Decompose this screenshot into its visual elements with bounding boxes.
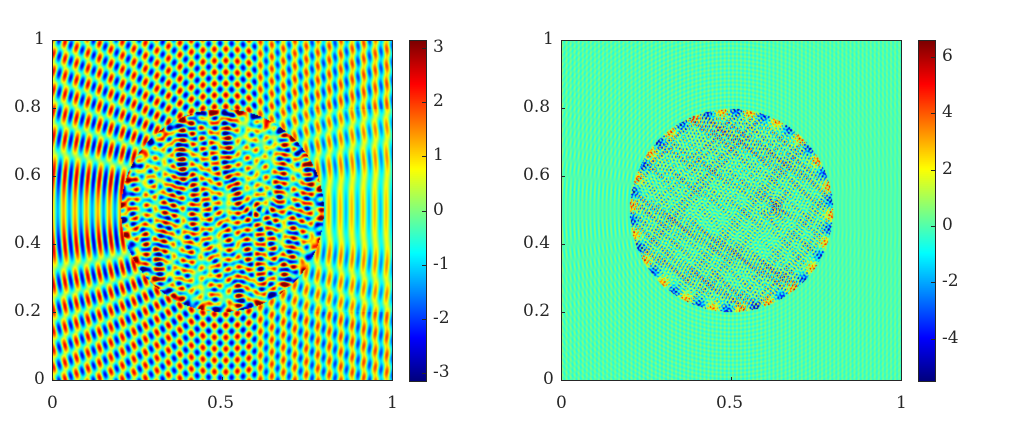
y-tick-mark: [561, 40, 565, 41]
colorbar-tick-mark: [422, 319, 426, 321]
x-tick-mark: [901, 377, 902, 381]
x-tick-mark: [731, 377, 732, 381]
colorbar-tick-label: 2: [942, 158, 953, 179]
x-tick-label: 0.5: [716, 393, 744, 413]
y-tick-mark: [561, 312, 565, 313]
y-tick-mark: [52, 108, 56, 109]
y-tick-label: 0.8: [523, 97, 551, 117]
colorbar-gradient: [919, 41, 935, 381]
x-tick-label: 0: [47, 393, 58, 413]
x-tick-mark: [52, 377, 53, 381]
y-tick-label: 0.2: [523, 301, 551, 321]
x-tick-label: 0.5: [207, 393, 235, 413]
colorbar-tick-label: -2: [942, 271, 959, 292]
heatmap-image: [562, 41, 901, 380]
y-tick-mark: [52, 40, 56, 41]
y-tick-mark: [561, 244, 565, 245]
colorbar-tick-mark: [931, 113, 935, 115]
colorbar-tick-mark: [422, 264, 426, 266]
colorbar-tick-mark: [931, 169, 935, 171]
colorbar-tick-label: 6: [942, 45, 953, 66]
y-tick-label: 0: [34, 369, 45, 389]
colorbar: [409, 40, 427, 382]
y-tick-mark: [52, 312, 56, 313]
colorbar-tick-mark: [422, 210, 426, 212]
y-tick-mark: [561, 176, 565, 177]
x-tick-label: 1: [896, 393, 907, 413]
y-tick-mark: [561, 108, 565, 109]
y-tick-label: 0.4: [14, 233, 42, 253]
y-tick-label: 0.8: [14, 97, 42, 117]
colorbar-gradient: [410, 41, 426, 381]
colorbar-tick-mark: [931, 56, 935, 58]
colorbar-tick-mark: [422, 156, 426, 158]
colorbar-tick-mark: [422, 101, 426, 103]
heatmap-axes: [561, 40, 902, 381]
colorbar-tick-label: 3: [433, 36, 444, 57]
x-tick-mark: [392, 377, 393, 381]
y-tick-label: 0.2: [14, 301, 42, 321]
colorbar-tick-label: -3: [433, 362, 450, 383]
colorbar-tick-label: 0: [433, 199, 444, 220]
y-tick-mark: [52, 380, 56, 381]
y-tick-label: 0.4: [523, 233, 551, 253]
colorbar-tick-label: -1: [433, 253, 450, 274]
heatmap-axes: [52, 40, 393, 381]
colorbar-tick-label: 2: [433, 90, 444, 111]
y-tick-mark: [52, 244, 56, 245]
colorbar-tick-label: -4: [942, 327, 959, 348]
y-tick-label: 1: [543, 29, 554, 49]
colorbar-tick-label: 1: [433, 145, 444, 166]
colorbar: [918, 40, 936, 382]
colorbar-tick-mark: [422, 47, 426, 49]
x-tick-label: 1: [387, 393, 398, 413]
y-tick-label: 0: [543, 369, 554, 389]
colorbar-tick-mark: [931, 226, 935, 227]
x-tick-mark: [561, 377, 562, 381]
colorbar-tick-label: 4: [942, 102, 953, 123]
y-tick-label: 0.6: [14, 165, 42, 185]
y-tick-mark: [561, 380, 565, 381]
y-tick-label: 0.6: [523, 165, 551, 185]
colorbar-tick-mark: [931, 338, 935, 340]
colorbar-tick-mark: [422, 373, 426, 375]
colorbar-tick-label: 0: [942, 215, 953, 235]
colorbar-tick-label: -2: [433, 308, 450, 329]
colorbar-tick-mark: [931, 282, 935, 284]
y-tick-label: 1: [34, 29, 45, 49]
x-tick-mark: [222, 377, 223, 381]
x-tick-label: 0: [556, 393, 567, 413]
y-tick-mark: [52, 176, 56, 177]
heatmap-image: [53, 41, 392, 380]
